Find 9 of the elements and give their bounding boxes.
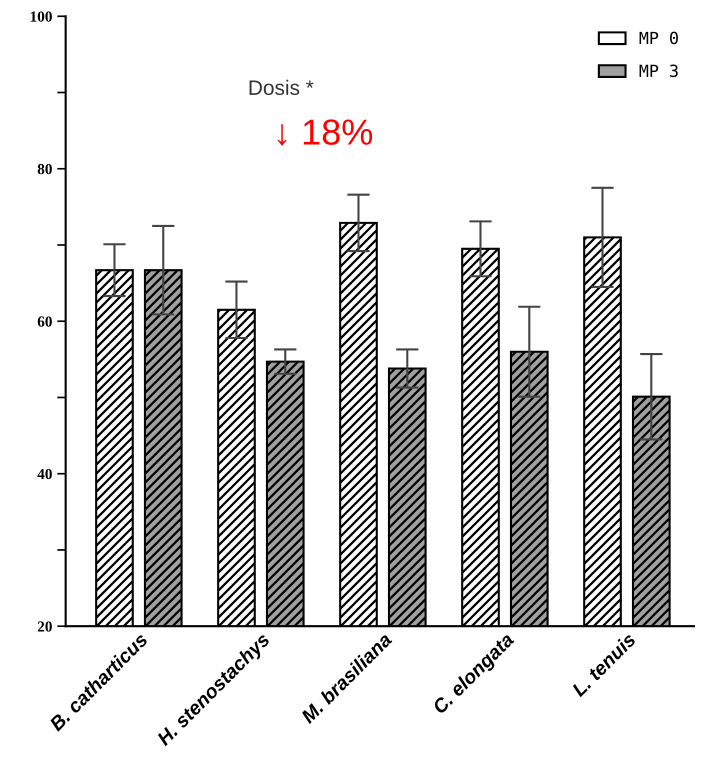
y-tick-label: 40: [37, 468, 52, 480]
annotation: Dosis *: [250, 80, 314, 96]
y-tick-label: 100: [30, 11, 52, 22]
legend-label: MP 0: [640, 32, 678, 44]
legend-label: MP 3: [640, 64, 678, 78]
y-tick-label: 20: [38, 621, 52, 632]
y-tick-label: 60: [38, 316, 52, 327]
y-tick-label: 80: [38, 164, 52, 174]
annotation: ↓ 18%: [278, 119, 372, 146]
